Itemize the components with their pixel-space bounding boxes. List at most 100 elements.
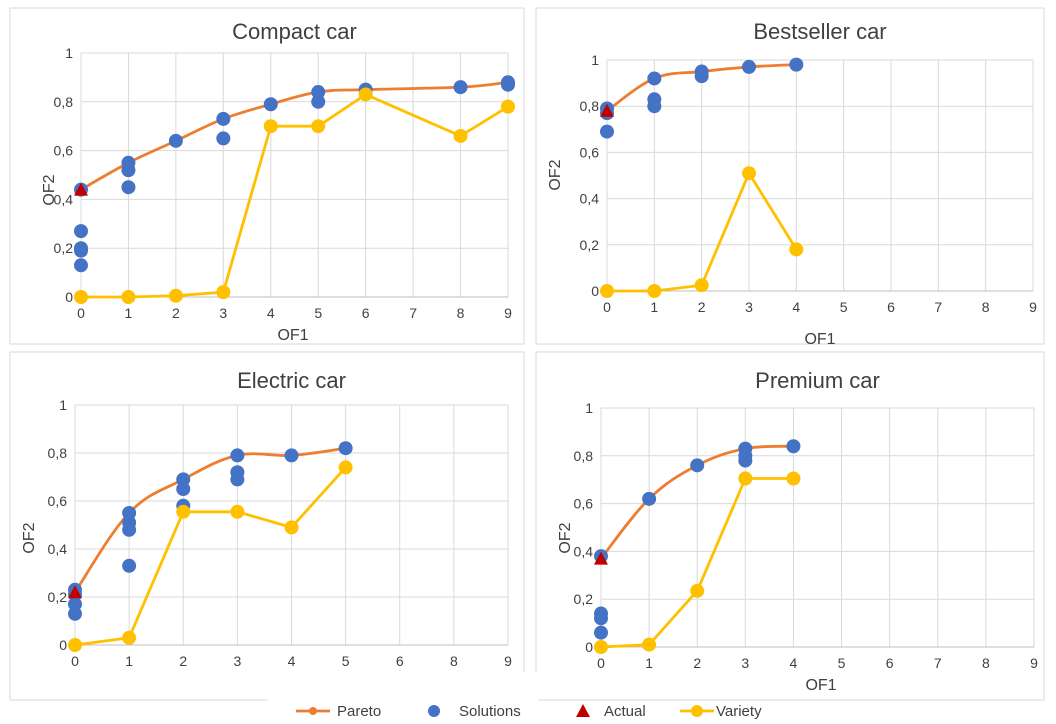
chart-border	[9, 351, 525, 701]
chart-title: Electric car	[237, 368, 346, 393]
y-tick-label: 0,6	[574, 496, 594, 512]
variety-point	[284, 520, 299, 535]
x-tick-label: 1	[645, 655, 653, 671]
solution-point	[694, 69, 709, 84]
x-tick-label: 3	[219, 305, 227, 321]
x-tick-label: 9	[1030, 655, 1038, 671]
y-tick-label: 0	[59, 637, 67, 653]
variety-point	[216, 285, 231, 300]
solution-point	[230, 472, 245, 487]
solution-point	[216, 131, 231, 146]
variety-point	[338, 460, 353, 475]
variety-point	[168, 288, 183, 303]
variety-point	[694, 278, 709, 293]
chart-premium: Premium car 0 0,2 0,4 0,6 0,8 1 0 1 2 3 4 5 6 7 8 9 OF1 OF…	[535, 351, 1045, 701]
x-tick-label: 3	[233, 653, 241, 669]
y-axis-label: OF2	[21, 522, 38, 553]
y-tick-label: 0	[65, 289, 73, 305]
x-tick-label: 7	[934, 299, 942, 315]
chart-title: Bestseller car	[753, 19, 886, 44]
y-tick-label: 1	[59, 397, 67, 413]
legend-variety-marker-icon	[691, 705, 703, 717]
x-axis-label: OF1	[804, 331, 835, 348]
solution-point	[176, 472, 191, 487]
x-tick-label: 2	[172, 305, 180, 321]
variety-point	[68, 638, 82, 652]
solution-point	[230, 448, 245, 463]
solution-point	[642, 491, 657, 506]
solution-point	[122, 522, 137, 537]
variety-point	[786, 471, 801, 486]
legend-pareto-label: Pareto	[337, 703, 381, 720]
solution-point	[338, 441, 353, 456]
y-tick-label: 0,2	[54, 240, 74, 256]
solution-point	[738, 453, 753, 468]
chart-title: Premium car	[755, 368, 880, 393]
legend: Pareto Solutions Actual Variety	[268, 672, 762, 720]
solution-point	[600, 124, 614, 139]
legend-solutions-icon	[428, 705, 440, 717]
y-tick-label: 0,2	[574, 591, 594, 607]
y-tick-label: 0,2	[48, 589, 68, 605]
x-tick-label: 9	[1029, 299, 1037, 315]
x-tick-label: 7	[934, 655, 942, 671]
x-tick-label: 4	[288, 653, 296, 669]
variety-point	[121, 290, 136, 304]
solution-point	[742, 59, 756, 74]
variety-point	[594, 640, 608, 654]
variety-line	[74, 466, 347, 647]
actual-point	[600, 103, 614, 117]
y-tick-label: 0,8	[54, 94, 74, 110]
actual-point	[594, 551, 608, 565]
y-axis-label: OF2	[547, 159, 564, 190]
actual-point	[68, 585, 82, 599]
y-tick-label: 0,6	[54, 143, 74, 159]
x-tick-label: 0	[597, 655, 605, 671]
x-tick-label: 9	[504, 653, 512, 669]
y-tick-label: 0,6	[580, 144, 600, 160]
chart-border	[535, 7, 1045, 345]
x-tick-label: 7	[409, 305, 417, 321]
x-tick-label: 1	[125, 305, 133, 321]
chart-border	[535, 351, 1045, 701]
x-tick-label: 8	[982, 655, 990, 671]
solution-point	[74, 258, 88, 273]
solution-point	[311, 85, 326, 100]
x-tick-label: 8	[457, 305, 465, 321]
chart-compact: Compact car 0 0,2 0,4 0,6 0,8 1 0 1 2 3 4 5 6 7 8 9 OF1 OF…	[9, 7, 525, 345]
solution-point	[647, 71, 662, 86]
x-tick-label: 2	[693, 655, 701, 671]
y-tick-label: 0,8	[574, 448, 594, 464]
solution-point	[263, 97, 278, 112]
y-tick-label: 1	[591, 52, 599, 68]
y-tick-label: 0,4	[48, 541, 68, 557]
variety-line	[81, 92, 509, 299]
variety-point	[453, 128, 468, 143]
solution-point	[284, 448, 299, 463]
chart-bestseller: Bestseller car 0 0,2 0,4 0,6 0,8 1 0 1 2 3 4 5 6 7 8 9 OF…	[535, 7, 1045, 348]
pareto-line	[80, 80, 509, 191]
x-tick-label: 4	[267, 305, 275, 321]
variety-point	[600, 284, 614, 298]
solution-point	[786, 439, 801, 454]
x-tick-label: 2	[698, 299, 706, 315]
x-axis-label: OF1	[805, 677, 836, 694]
x-tick-label: 4	[790, 655, 798, 671]
variety-point	[122, 630, 137, 645]
legend-variety-label: Variety	[716, 703, 762, 720]
x-axis-label: OF1	[277, 327, 308, 344]
x-tick-label: 6	[362, 305, 370, 321]
legend-actual-label: Actual	[604, 703, 646, 720]
solution-point	[168, 133, 183, 148]
chart-title: Compact car	[232, 19, 357, 44]
solution-point	[789, 57, 804, 72]
x-tick-label: 0	[71, 653, 79, 669]
legend-backdrop	[268, 672, 538, 702]
x-tick-label: 4	[792, 299, 800, 315]
y-tick-label: 0,8	[48, 445, 68, 461]
variety-point	[176, 504, 191, 519]
y-tick-label: 0,4	[54, 191, 74, 207]
x-tick-label: 5	[840, 299, 848, 315]
x-tick-label: 9	[504, 305, 512, 321]
